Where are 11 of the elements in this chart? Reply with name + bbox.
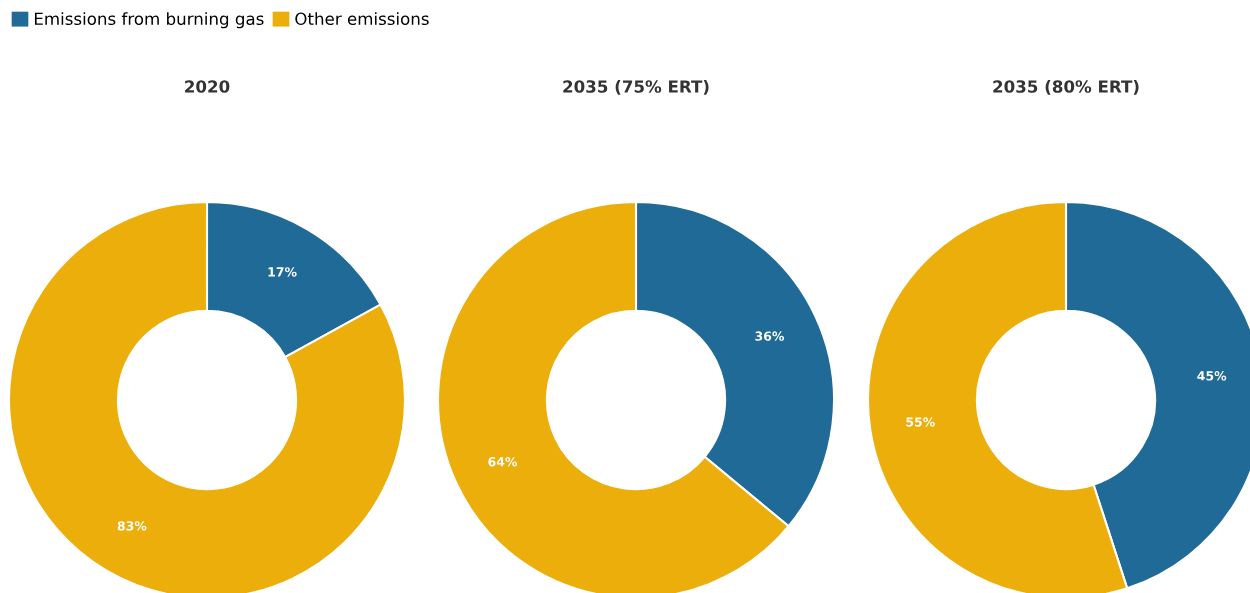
data-label: 64% bbox=[488, 456, 518, 467]
data-label: 36% bbox=[755, 331, 785, 341]
legend-label: Other emissions bbox=[295, 12, 429, 26]
chart-title: 2035 (80% ERT) bbox=[993, 79, 1139, 95]
chart-title: 2035 (75% ERT) bbox=[563, 79, 709, 95]
text: 2020 bbox=[185, 80, 230, 93]
legend-label: Emissions from burning gas bbox=[34, 12, 264, 29]
data-label: 83% bbox=[117, 521, 147, 531]
data-label: 17% bbox=[268, 267, 297, 277]
data-label: 45% bbox=[1197, 371, 1227, 381]
data-label: 55% bbox=[906, 417, 935, 427]
